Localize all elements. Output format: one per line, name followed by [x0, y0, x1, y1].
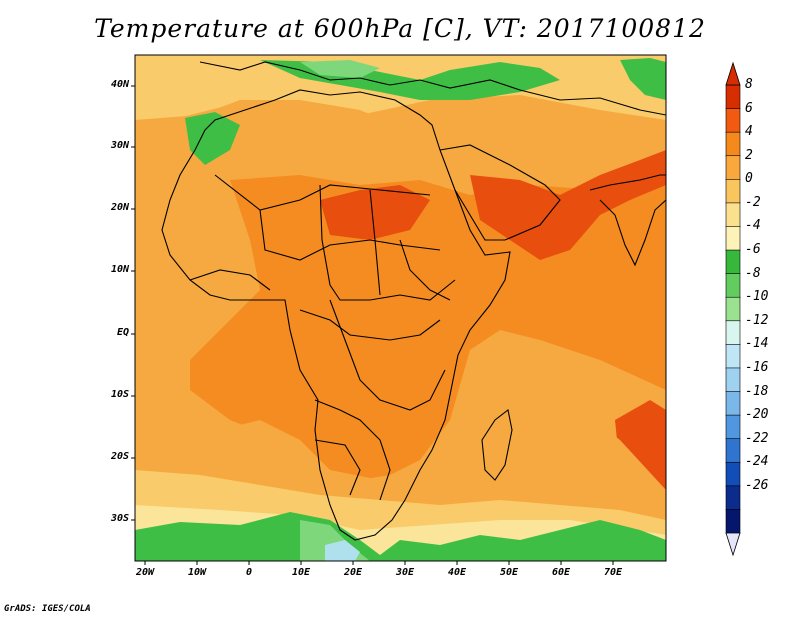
colorbar-top-arrow — [725, 61, 741, 86]
india-coastline — [589, 174, 666, 267]
longitude-label: 70E — [603, 567, 623, 578]
temperature-region-south-cold — [325, 540, 360, 561]
colorbar-label: -10 — [745, 289, 769, 305]
europe-coastline — [199, 61, 666, 116]
colorbar-swatch — [725, 320, 741, 346]
temperature-region-north-light — [135, 100, 666, 200]
border-6 — [299, 309, 441, 341]
colorbar-swatch — [725, 179, 741, 204]
latitude-label: 20N — [110, 202, 129, 213]
colorbar-label: -24 — [745, 454, 769, 470]
colorbar-label: 2 — [745, 147, 753, 163]
latitude-label: 10S — [110, 389, 129, 400]
longitude-label: 10E — [291, 567, 311, 578]
temperature-field — [135, 55, 666, 561]
colorbar-swatch — [725, 84, 741, 110]
coastlines — [161, 61, 666, 541]
colorbar-label: 0 — [745, 171, 753, 187]
colorbar-swatch — [725, 391, 741, 416]
colorbar-label: -14 — [745, 336, 769, 352]
colorbar — [725, 61, 741, 557]
longitude-ticks — [144, 561, 614, 565]
border-5 — [329, 299, 446, 411]
colorbar-swatch — [725, 344, 741, 369]
colorbar-swatch — [725, 202, 741, 228]
colorbar-swatch — [725, 461, 741, 487]
colorbar-swatch — [725, 155, 741, 181]
temperature-region-south-green — [135, 512, 666, 561]
latitude-label: 10N — [110, 264, 129, 275]
border-1 — [214, 174, 431, 211]
border-2 — [259, 209, 441, 261]
colorbar-label: -2 — [745, 194, 761, 210]
colorbar-label: -20 — [745, 407, 769, 423]
colorbar-label: -4 — [745, 218, 761, 234]
border-8 — [314, 439, 361, 496]
africa-coastline — [161, 89, 511, 541]
latitude-label: 30N — [110, 140, 129, 151]
border-9 — [189, 269, 271, 291]
temperature-region-north-green-2 — [185, 112, 240, 165]
colorbar-swatch — [725, 131, 741, 157]
grads-credit: GrADS: IGES/COLA — [4, 604, 91, 614]
latitude-ticks — [131, 85, 135, 521]
colorbar-swatch — [725, 273, 741, 299]
madagascar-coastline — [481, 409, 513, 481]
colorbar-label: 4 — [745, 124, 753, 140]
border-7 — [314, 399, 391, 501]
colorbar-label: -26 — [745, 477, 769, 493]
map-frame-border — [134, 54, 667, 562]
colorbar-swatch — [725, 249, 741, 275]
longitude-label: 10W — [187, 567, 207, 578]
temperature-region-arabia-warm — [470, 150, 666, 260]
temperature-region-north-green-3 — [620, 58, 666, 100]
colorbar-bottom-arrow — [725, 532, 741, 557]
colorbar-swatch — [725, 296, 741, 322]
longitude-label: 60E — [551, 567, 571, 578]
longitude-label: 0 — [245, 567, 253, 578]
colorbar-label: 6 — [745, 100, 753, 116]
colorbar-swatch — [725, 509, 741, 534]
colorbar-label: -16 — [745, 359, 769, 375]
colorbar-label: -22 — [745, 430, 769, 446]
colorbar-swatch — [725, 108, 741, 133]
map-title: Temperature at 600hPa [C], VT: 201710081… — [94, 14, 706, 43]
longitude-label: 20E — [343, 567, 363, 578]
colorbar-label: -8 — [745, 265, 761, 281]
border-3 — [319, 184, 456, 301]
latitude-label: 20S — [110, 451, 129, 462]
border-10 — [399, 239, 451, 301]
border-4 — [369, 189, 381, 296]
latitude-label: 40N — [110, 79, 129, 90]
temperature-region-south-light — [135, 380, 666, 520]
longitude-label: 30E — [395, 567, 415, 578]
latitude-label: 30S — [110, 513, 129, 524]
colorbar-label: 8 — [745, 77, 753, 92]
longitude-label: 20W — [135, 567, 155, 578]
colorbar-swatch — [725, 485, 741, 511]
colorbar-label: -12 — [745, 312, 769, 328]
longitude-label: 50E — [499, 567, 519, 578]
colorbar-label: -18 — [745, 383, 769, 399]
colorbar-swatch — [725, 438, 741, 464]
arabia-coastline — [439, 144, 561, 241]
colorbar-swatch — [725, 226, 741, 251]
temperature-region-north-green-4 — [300, 60, 380, 78]
colorbar-swatch — [725, 414, 741, 440]
colorbar-label: -6 — [745, 242, 761, 258]
temperature-region-sahel-warm — [320, 185, 430, 240]
colorbar-swatch — [725, 367, 741, 393]
longitude-label: 40E — [447, 567, 467, 578]
latitude-label: EQ — [116, 327, 129, 338]
